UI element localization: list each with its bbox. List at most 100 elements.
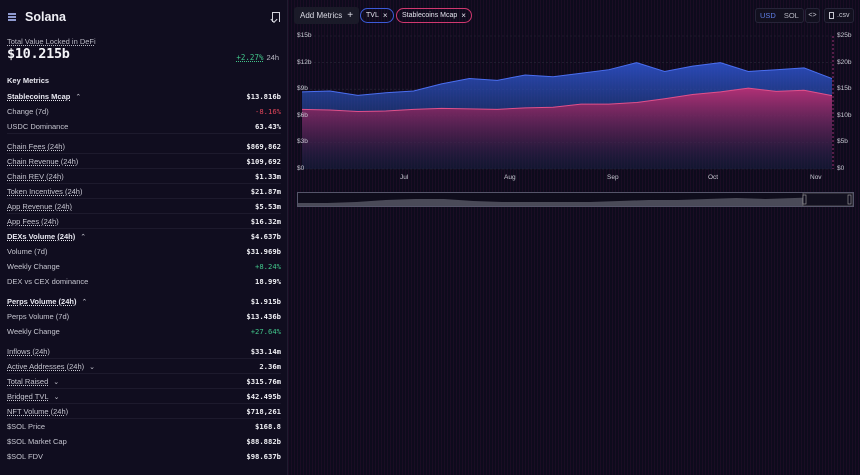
metric-row: $SOL Price $168.8 — [7, 419, 281, 434]
metric-row[interactable]: Chain Revenue (24h) $109,692 — [7, 154, 281, 169]
metric-row[interactable]: Stablecoins Mcap ⌃ $13.816b — [7, 89, 281, 104]
metric-value: $168.8 — [255, 422, 281, 431]
menu-icon[interactable] — [8, 13, 18, 21]
y-axis-right-tick: $15b — [837, 85, 852, 93]
metric-label[interactable]: Active Addresses (24h) — [7, 361, 85, 371]
key-metrics-list: Stablecoins Mcap ⌃ $13.816b Change (7d) -8.1… — [7, 89, 281, 464]
metric-value: $4.637b — [250, 232, 281, 241]
file-icon — [829, 12, 834, 19]
metric-value: 18.99% — [255, 277, 281, 286]
metric-value: +27.64% — [250, 327, 281, 336]
chevron-up-icon[interactable]: ⌃ — [80, 234, 87, 241]
metric-value: $1.915b — [250, 297, 281, 306]
metric-label[interactable]: Chain Fees (24h) — [7, 141, 65, 151]
plus-icon: + — [347, 10, 354, 21]
add-metrics-button[interactable]: Add Metrics + — [294, 7, 360, 24]
metric-label[interactable]: App Revenue (24h) — [7, 201, 73, 211]
metric-row[interactable]: Token Incentives (24h) $21.87m — [7, 184, 281, 199]
metric-row[interactable]: DEXs Volume (24h) ⌃ $4.637b — [7, 229, 281, 244]
close-icon[interactable]: × — [382, 11, 388, 20]
metric-label: USDC Dominance — [7, 121, 69, 131]
metric-row[interactable]: NFT Volume (24h) $718,261 — [7, 404, 281, 419]
chevron-down-icon[interactable]: ⌄ — [89, 363, 95, 371]
csv-download-button[interactable]: .csv — [824, 8, 855, 23]
metric-row[interactable]: Chain REV (24h) $1.33m — [7, 169, 281, 184]
close-icon[interactable]: × — [461, 11, 466, 20]
embed-button[interactable]: <> — [805, 8, 820, 23]
metric-value: $315.76m — [246, 376, 281, 386]
sidebar-header: Solana — [8, 8, 280, 26]
metric-row: Volume (7d) $31.969b — [7, 244, 281, 259]
metric-label[interactable]: Perps Volume (24h) — [7, 297, 77, 306]
metric-row[interactable]: Perps Volume (24h) ⌃ $1.915b — [7, 294, 281, 309]
y-axis-left-tick: $3b — [297, 138, 308, 146]
y-axis-left-tick: $0 — [297, 165, 305, 172]
y-axis-left-tick: $12b — [297, 58, 312, 66]
metric-label[interactable]: Total Raised — [7, 376, 49, 386]
chevron-up-icon[interactable]: ⌃ — [81, 299, 88, 306]
metric-value: $88.882b — [246, 437, 281, 446]
metric-label: Perps Volume (7d) — [7, 312, 70, 321]
metric-label: $SOL Price — [7, 422, 46, 431]
metric-chip-tvl[interactable]: TVL × — [360, 8, 394, 23]
metric-row: DEX vs CEX dominance 18.99% — [7, 274, 281, 289]
metric-row: Weekly Change +8.24% — [7, 259, 281, 274]
y-axis-right-tick: $10b — [837, 111, 852, 119]
metric-label[interactable]: Chain REV (24h) — [7, 171, 64, 181]
metric-value: $31.969b — [246, 247, 281, 256]
metric-row[interactable]: Bridged TVL ⌄ $42.495b — [7, 389, 281, 404]
x-axis-tick: Nov — [810, 174, 822, 181]
key-metrics-title: Key Metrics — [7, 76, 50, 85]
chevron-down-icon[interactable]: ⌄ — [53, 393, 60, 401]
metric-value: $5.53m — [255, 201, 281, 211]
metric-chip-stablecoins[interactable]: Stablecoins Mcap × — [396, 8, 472, 23]
brush-mini-chart — [298, 192, 854, 207]
metric-value: $109,692 — [246, 156, 281, 166]
metric-label: Change (7d) — [7, 107, 49, 116]
metric-label[interactable]: NFT Volume (24h) — [7, 406, 69, 416]
chevron-up-icon[interactable]: ⌃ — [75, 94, 82, 101]
metric-value: $33.14m — [250, 346, 281, 356]
metric-value: $21.87m — [250, 186, 281, 196]
currency-sol-button[interactable]: SOL — [783, 11, 799, 20]
chart-svg — [301, 35, 834, 170]
metric-row[interactable]: Active Addresses (24h) ⌄ 2.36m — [7, 359, 281, 374]
metric-label[interactable]: Inflows (24h) — [7, 346, 50, 356]
metric-label: $SOL FDV — [7, 452, 43, 461]
metric-label: Weekly Change — [7, 262, 60, 271]
chart-panel: Add Metrics + TVL × Stablecoins Mcap × USD … — [292, 0, 860, 475]
metric-row[interactable]: Chain Fees (24h) $869,862 — [7, 139, 281, 154]
bookmark-icon[interactable] — [272, 12, 280, 22]
tvl-stablecoins-chart[interactable]: $0 $3b $6b $9b $12b $15b $0 $5b $10b $15b $20b $25b… — [292, 28, 860, 183]
x-axis-tick: Jul — [400, 174, 409, 181]
x-axis-tick: Aug — [504, 174, 516, 181]
metric-label[interactable]: Bridged TVL — [7, 391, 49, 401]
chart-toolbar: Add Metrics + TVL × Stablecoins Mcap × USD … — [292, 7, 855, 25]
currency-usd-button[interactable]: USD — [760, 11, 776, 20]
metric-row: Weekly Change +27.64% — [7, 324, 281, 339]
metric-label: $SOL Market Cap — [7, 437, 67, 446]
metric-value: +8.24% — [255, 262, 281, 271]
metric-label[interactable]: App Fees (24h) — [7, 216, 59, 226]
metric-label: DEX vs CEX dominance — [7, 277, 89, 286]
metric-label: Volume (7d) — [7, 247, 48, 256]
metric-label[interactable]: Token Incentives (24h) — [7, 186, 83, 196]
time-range-brush[interactable] — [297, 192, 854, 207]
metrics-sidebar: Solana Total Value Locked in DeFi $10.21… — [0, 0, 288, 475]
metric-value: $718,261 — [246, 406, 281, 416]
chevron-down-icon[interactable]: ⌄ — [53, 378, 60, 386]
metric-label[interactable]: DEXs Volume (24h) — [7, 232, 76, 241]
metric-row: Perps Volume (7d) $13.436b — [7, 309, 281, 324]
metric-row[interactable]: Inflows (24h) $33.14m — [7, 344, 281, 359]
metric-value: 63.43% — [255, 121, 281, 131]
metric-value: $13.816b — [246, 92, 281, 101]
metric-row[interactable]: Total Raised ⌄ $315.76m — [7, 374, 281, 389]
metric-label[interactable]: Chain Revenue (24h) — [7, 156, 79, 166]
metric-label[interactable]: Stablecoins Mcap — [7, 92, 71, 101]
metric-value: $98.637b — [246, 452, 281, 461]
y-axis-right-tick: $20b — [837, 58, 852, 66]
y-axis-left-tick: $15b — [297, 32, 312, 39]
metric-row[interactable]: App Fees (24h) $16.32m — [7, 214, 281, 229]
metric-value: $16.32m — [250, 216, 281, 226]
metric-row[interactable]: App Revenue (24h) $5.53m — [7, 199, 281, 214]
